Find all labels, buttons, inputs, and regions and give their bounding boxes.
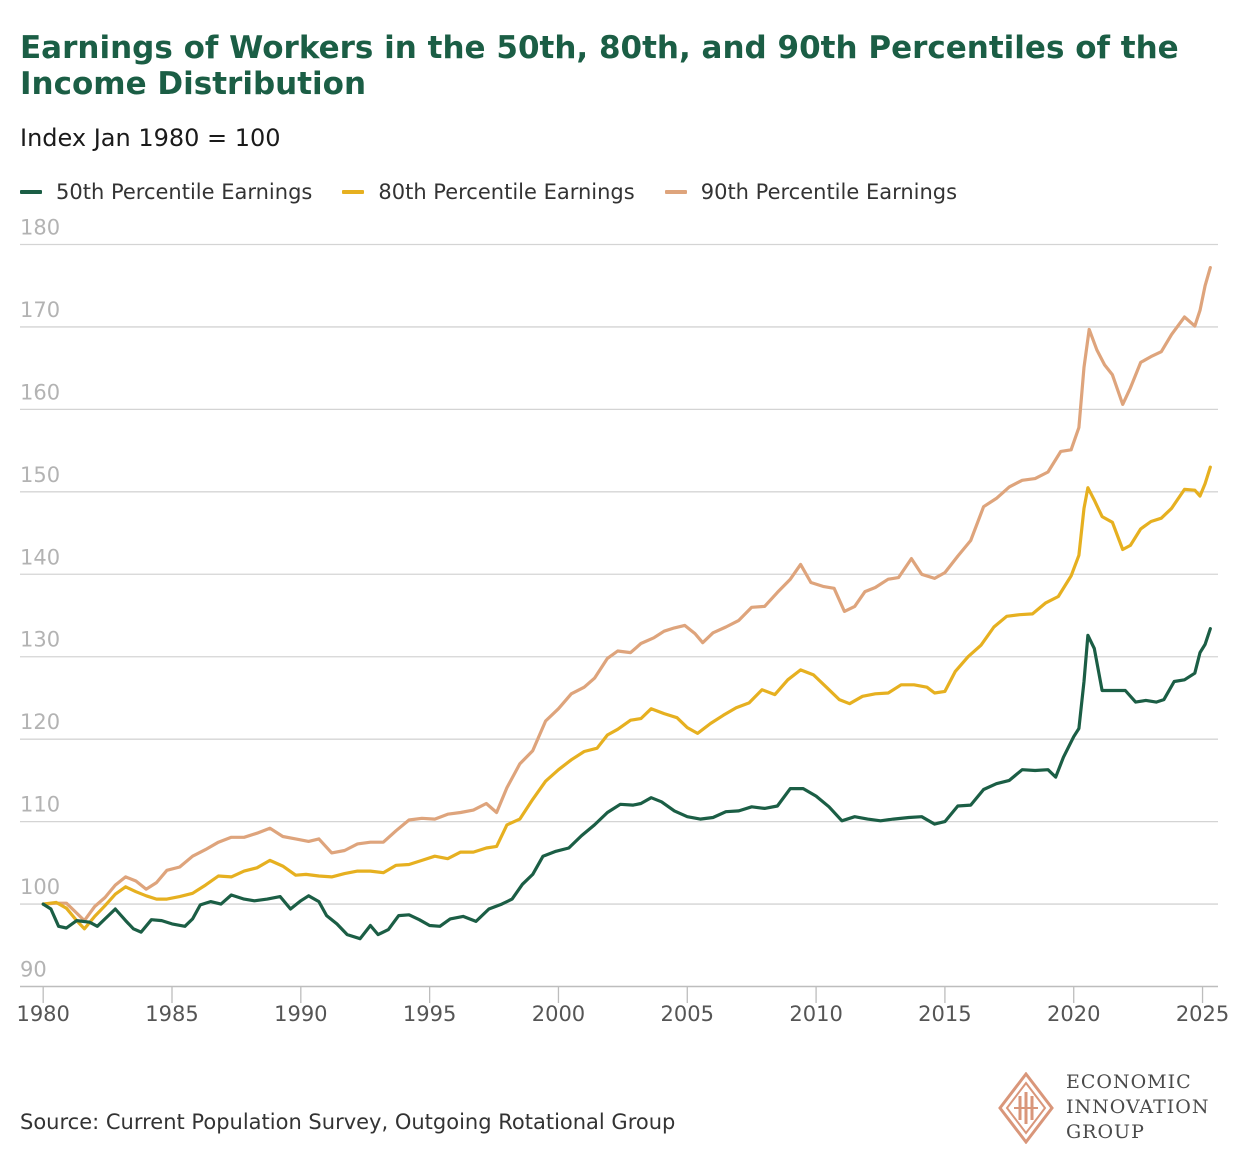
logo-line-3: GROUP: [1066, 1121, 1145, 1143]
legend-label-80th: 80th Percentile Earnings: [378, 180, 635, 204]
eig-logo-wordmark: ECONOMIC INNOVATION GROUP: [1066, 1070, 1210, 1145]
y-tick-label-110: 110: [20, 793, 60, 817]
x-tick-label-2015: 2015: [918, 1002, 971, 1026]
legend-label-50th: 50th Percentile Earnings: [56, 180, 313, 204]
x-tick-label-2025: 2025: [1176, 1002, 1229, 1026]
y-tick-label-130: 130: [20, 628, 60, 652]
y-tick-label-100: 100: [20, 875, 60, 899]
series-80th-line: [41, 465, 1212, 931]
legend-swatch-90th: [664, 190, 687, 194]
legend: 50th Percentile Earnings 80th Percentile…: [20, 180, 987, 204]
y-tick-label-120: 120: [20, 710, 60, 734]
chart-subtitle: Index Jan 1980 = 100: [20, 124, 281, 152]
x-tick-label-1985: 1985: [145, 1002, 198, 1026]
x-tick-label-2005: 2005: [661, 1002, 714, 1026]
eig-logo: ECONOMIC INNOVATION GROUP: [998, 1070, 1210, 1145]
x-tick-label-1990: 1990: [274, 1002, 327, 1026]
y-tick-label-140: 140: [20, 545, 60, 569]
legend-item-90th: 90th Percentile Earnings: [664, 180, 958, 204]
legend-swatch-80th: [342, 190, 365, 194]
logo-line-1: ECONOMIC: [1066, 1071, 1192, 1093]
x-tick-label-1980: 1980: [16, 1002, 69, 1026]
legend-item-80th: 80th Percentile Earnings: [342, 180, 635, 204]
source-note: Source: Current Population Survey, Outgo…: [20, 1110, 676, 1134]
series-90th-line: [41, 266, 1212, 923]
x-tick-label-2010: 2010: [789, 1002, 842, 1026]
eig-logo-icon: [998, 1071, 1054, 1144]
y-tick-label-90: 90: [20, 958, 47, 982]
y-tick-label-170: 170: [20, 298, 60, 322]
x-tick-label-2000: 2000: [532, 1002, 585, 1026]
series-50th-line: [41, 627, 1212, 941]
legend-label-90th: 90th Percentile Earnings: [700, 180, 958, 204]
x-tick-label-1995: 1995: [403, 1002, 456, 1026]
x-tick-label-2020: 2020: [1047, 1002, 1100, 1026]
chart-title: Earnings of Workers in the 50th, 80th, a…: [20, 30, 1179, 102]
y-tick-label-150: 150: [20, 463, 60, 487]
y-tick-label-180: 180: [20, 215, 60, 239]
legend-item-50th: 50th Percentile Earnings: [20, 180, 312, 204]
y-tick-label-160: 160: [20, 380, 60, 404]
legend-swatch-50th: [20, 190, 42, 194]
logo-line-2: INNOVATION: [1066, 1096, 1210, 1118]
